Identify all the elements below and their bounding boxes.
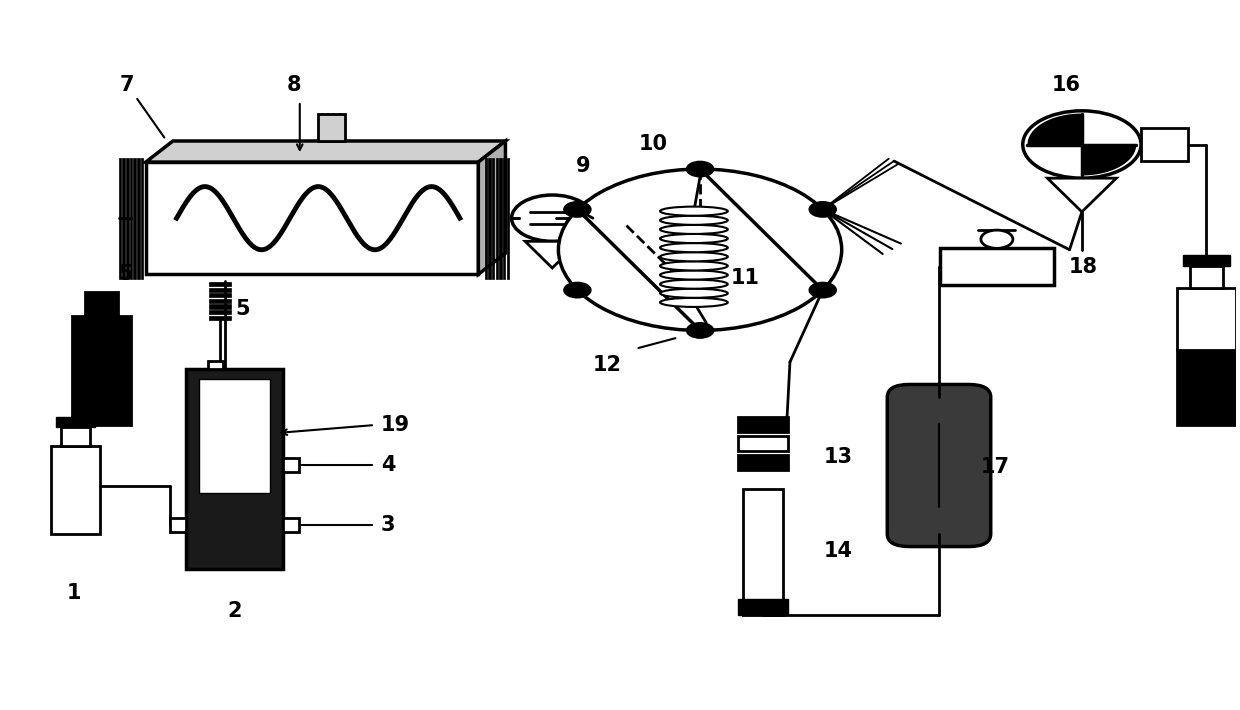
Text: 7: 7 — [120, 75, 135, 95]
Polygon shape — [1048, 178, 1116, 212]
Bar — [283, 458, 299, 472]
Bar — [198, 379, 270, 493]
Bar — [208, 305, 231, 309]
Text: 16: 16 — [1052, 75, 1080, 95]
Circle shape — [512, 195, 593, 241]
Ellipse shape — [660, 297, 728, 307]
Bar — [503, 158, 506, 278]
Ellipse shape — [660, 225, 728, 234]
Bar — [1177, 350, 1236, 425]
Ellipse shape — [660, 280, 728, 289]
Bar — [138, 158, 140, 278]
Bar — [743, 489, 782, 615]
Bar — [208, 316, 231, 320]
Bar — [56, 417, 95, 427]
Text: 13: 13 — [823, 447, 852, 466]
Text: 18: 18 — [1069, 257, 1097, 278]
Bar — [492, 158, 495, 278]
Text: 9: 9 — [575, 156, 590, 176]
Bar — [119, 158, 122, 278]
Text: 2: 2 — [227, 601, 242, 621]
Bar — [126, 158, 129, 278]
Circle shape — [810, 283, 836, 297]
Text: 14: 14 — [823, 542, 852, 562]
Circle shape — [564, 283, 591, 297]
Bar — [72, 317, 131, 425]
Bar — [1141, 128, 1188, 161]
Ellipse shape — [660, 271, 728, 280]
Ellipse shape — [660, 252, 728, 261]
Text: 5: 5 — [236, 300, 250, 320]
Polygon shape — [526, 241, 579, 268]
Bar — [208, 282, 231, 286]
Bar — [500, 158, 502, 278]
Polygon shape — [1028, 114, 1081, 145]
Text: 8: 8 — [286, 75, 301, 95]
Text: 6: 6 — [81, 449, 95, 470]
Circle shape — [687, 323, 713, 338]
Bar — [738, 454, 787, 470]
Text: 19: 19 — [381, 415, 410, 435]
Circle shape — [810, 202, 836, 217]
Bar — [186, 369, 283, 569]
Bar — [738, 599, 787, 615]
Bar — [738, 436, 787, 451]
Bar — [1177, 288, 1236, 350]
Ellipse shape — [660, 207, 728, 216]
Bar — [146, 162, 479, 274]
Text: 5: 5 — [119, 264, 134, 284]
Bar — [489, 158, 491, 278]
Bar — [507, 158, 510, 278]
Bar — [208, 310, 231, 315]
Bar — [208, 293, 231, 297]
Text: 12: 12 — [593, 355, 622, 375]
Polygon shape — [146, 141, 506, 162]
Bar — [940, 248, 1054, 285]
Bar — [208, 288, 231, 292]
Bar — [141, 158, 144, 278]
Bar — [170, 518, 186, 532]
Bar — [1183, 255, 1230, 266]
Ellipse shape — [660, 289, 728, 297]
Text: 10: 10 — [639, 134, 668, 154]
Text: 4: 4 — [381, 455, 396, 475]
Bar — [130, 158, 133, 278]
Ellipse shape — [660, 243, 728, 252]
FancyBboxPatch shape — [888, 385, 991, 547]
Bar — [283, 518, 299, 532]
Bar — [208, 299, 231, 303]
Text: 3: 3 — [381, 515, 396, 535]
Circle shape — [558, 169, 842, 330]
Bar — [1189, 266, 1223, 288]
Bar — [84, 292, 118, 317]
Polygon shape — [1081, 145, 1136, 175]
Ellipse shape — [660, 234, 728, 243]
Bar — [134, 158, 136, 278]
Bar — [51, 446, 100, 534]
Bar — [319, 114, 345, 141]
Text: 17: 17 — [981, 457, 1009, 477]
Polygon shape — [479, 141, 506, 274]
Circle shape — [981, 230, 1013, 248]
Bar — [738, 417, 787, 432]
Bar — [61, 427, 91, 446]
Circle shape — [564, 202, 591, 217]
Bar — [208, 361, 223, 369]
Text: 11: 11 — [730, 268, 760, 288]
Circle shape — [1023, 111, 1141, 178]
Text: 1: 1 — [67, 583, 82, 603]
Bar — [123, 158, 125, 278]
Circle shape — [687, 161, 713, 177]
Ellipse shape — [660, 216, 728, 225]
Ellipse shape — [660, 261, 728, 271]
Bar — [496, 158, 498, 278]
Bar — [485, 158, 487, 278]
